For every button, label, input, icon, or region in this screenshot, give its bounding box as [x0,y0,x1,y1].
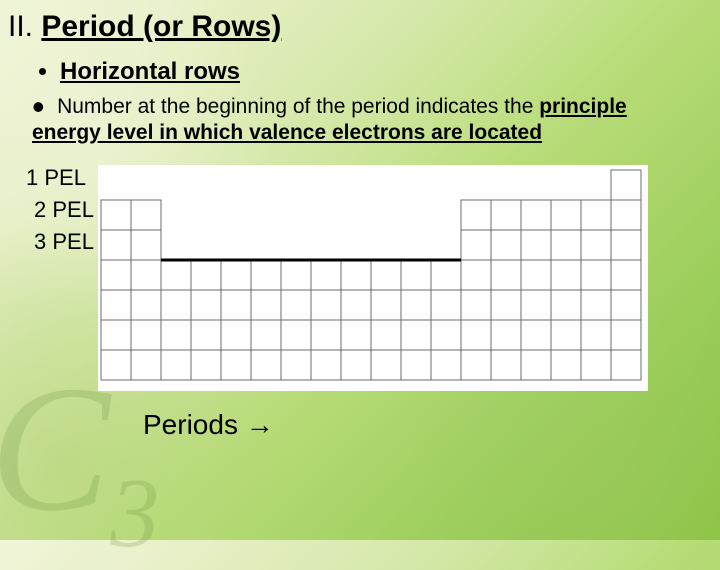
para-lead: Number at the beginning of the period in… [57,95,539,118]
pel-label-3: 3 PEL [26,229,94,255]
bullet-horizontal-rows: Horizontal rows [60,58,700,86]
bullet-dot-icon: • [32,86,45,127]
periodic-table-image [98,165,648,391]
pel-label-1: 1 PEL [26,165,94,191]
slide-title: II. Period (or Rows) [8,10,700,44]
paragraph-block: • Number at the beginning of the period … [8,94,700,147]
watermark-subscript: 3 [110,459,160,568]
periodic-table-zone: 1 PEL 2 PEL 3 PEL [8,165,700,391]
bullet-list: Horizontal rows [8,58,700,86]
paragraph-text: Number at the beginning of the period in… [32,95,627,144]
title-main: Period (or Rows) [41,10,281,43]
periods-caption: Periods → [8,409,700,441]
periodic-table-svg [100,169,642,381]
pel-label-2: 2 PEL [26,197,94,223]
slide-content: II. Period (or Rows) Horizontal rows • N… [0,0,720,441]
title-prefix: II. [8,10,41,43]
pel-labels: 1 PEL 2 PEL 3 PEL [26,165,94,255]
